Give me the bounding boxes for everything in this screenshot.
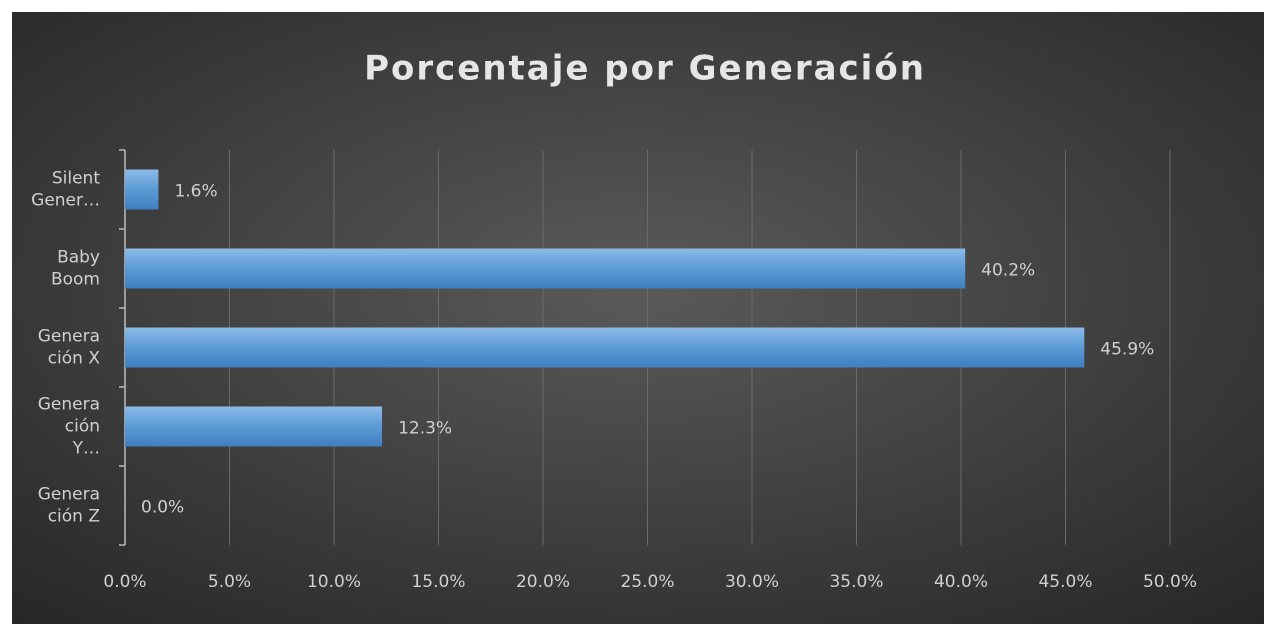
bar: [125, 248, 966, 289]
x-tick-label: 25.0%: [620, 572, 674, 592]
chart-title: Porcentaje por Generación: [364, 49, 926, 89]
y-tick-label: Genera ción Y…: [38, 395, 100, 459]
x-tick-label: 0.0%: [103, 572, 146, 592]
data-label: 45.9%: [1100, 340, 1154, 360]
data-label: 1.6%: [174, 182, 217, 202]
y-tick-label: Genera ción X: [38, 327, 101, 369]
y-tick-label: Genera ción Z: [38, 485, 100, 527]
x-tick-label: 5.0%: [208, 572, 251, 592]
data-label: 12.3%: [398, 419, 452, 439]
data-label: 0.0%: [141, 498, 184, 518]
bar: [125, 406, 383, 447]
x-tick-label: 40.0%: [934, 572, 988, 592]
bar: [125, 327, 1085, 368]
x-tick-label: 15.0%: [411, 572, 465, 592]
chart-background: [12, 12, 1264, 624]
x-tick-label: 35.0%: [829, 572, 883, 592]
data-label: 40.2%: [981, 261, 1035, 281]
y-tick-label: Baby Boom: [51, 248, 100, 290]
bar: [125, 169, 159, 210]
x-tick-label: 10.0%: [307, 572, 361, 592]
x-tick-label: 30.0%: [725, 572, 779, 592]
y-tick-label: Silent Gener…: [31, 169, 100, 211]
x-tick-label: 50.0%: [1143, 572, 1197, 592]
x-tick-label: 45.0%: [1038, 572, 1092, 592]
x-tick-label: 20.0%: [516, 572, 570, 592]
